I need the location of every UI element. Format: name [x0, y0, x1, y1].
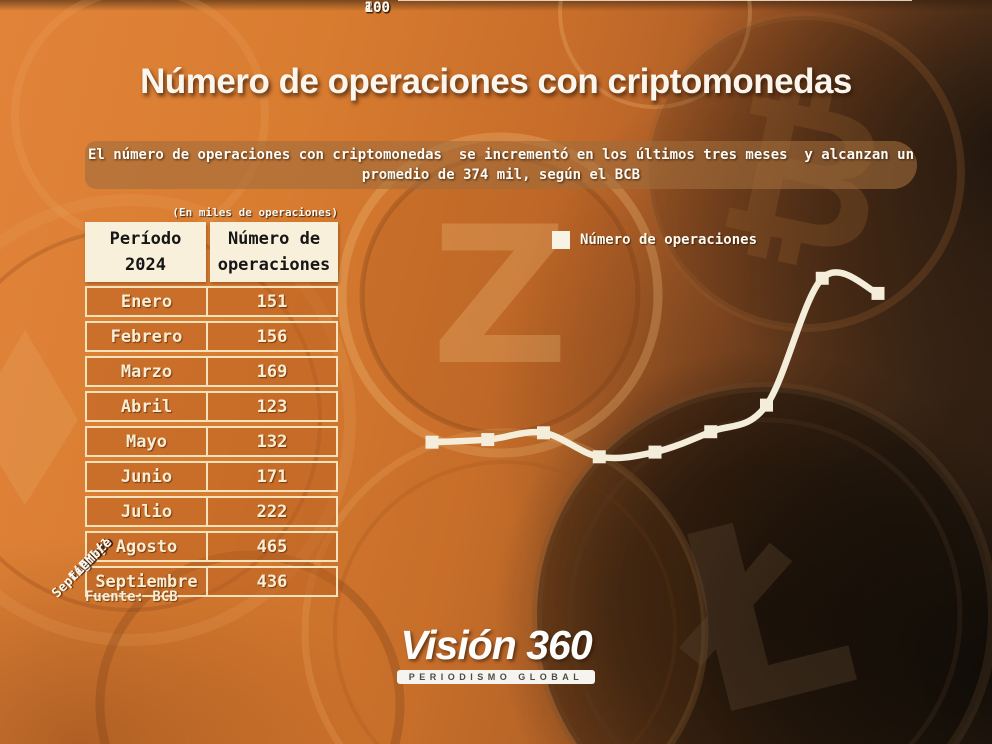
table-header: Período 2024 Número de operaciones [85, 222, 338, 282]
data-point-marker-Febrero [481, 433, 495, 447]
page-title: Número de operaciones con criptomonedas [140, 62, 852, 101]
gridline-100 [398, 0, 912, 1]
value-cell: 156 [256, 326, 288, 347]
table-row: Julio 222 [85, 496, 338, 527]
y-tick-label: 400 [364, 0, 390, 16]
coin-outline-topleft [11, 0, 269, 244]
period-header-line2: 2024 [125, 255, 166, 275]
operations-table: Período 2024 Número de operaciones Enero… [85, 222, 338, 597]
period-header-line1: Período [109, 229, 182, 249]
gridline-200 [398, 0, 912, 1]
data-point-marker-Enero [425, 435, 439, 449]
table-units-note: (En miles de operaciones) [172, 206, 338, 219]
world-coin-inner-ring [333, 460, 677, 744]
table-row: Mayo 132 [85, 426, 338, 457]
source-note: Fuente: BCB [85, 589, 178, 605]
zcash-z-icon: Z [431, 186, 569, 407]
value-cell: 169 [256, 361, 288, 382]
vision360-logo: Visión 360 PERIODISMO GLOBAL [0, 622, 992, 684]
value-cell: 465 [256, 536, 288, 557]
operations-line [428, 269, 882, 462]
gridline-500 [398, 0, 912, 1]
table-row: Enero 151 [85, 286, 338, 317]
subtitle-line-2: promedio de 374 mil, según el BCB [361, 167, 641, 183]
x-axis-line [398, 0, 912, 1]
operations-column-header: Número de operaciones [210, 222, 338, 282]
table-row: Abril 123 [85, 391, 338, 422]
period-cell: Enero [87, 288, 208, 315]
value-cell: 222 [256, 501, 288, 522]
y-tick-label: 200 [364, 0, 390, 16]
period-cell: Marzo [87, 358, 208, 385]
legend-swatch-icon [552, 231, 570, 249]
period-cell: Febrero [87, 323, 208, 350]
y-tick-label: 500 [364, 0, 390, 16]
data-point-marker-Septiembre [871, 286, 885, 300]
operations-header-line1: Número de [227, 229, 321, 249]
subtitle-bar: El número de operaciones con criptomoned… [85, 141, 917, 189]
gridline-400 [398, 0, 912, 1]
value-cell: 171 [256, 466, 288, 487]
table-row: Agosto 465 [85, 531, 338, 562]
value-cell: 132 [256, 431, 288, 452]
value-cell: 436 [256, 571, 288, 592]
ethereum-diamond-icon [0, 330, 78, 505]
period-cell: Junio [87, 463, 208, 490]
period-cell: Agosto [87, 533, 208, 560]
period-column-header: Período 2024 [85, 222, 206, 282]
y-tick-label: 100 [364, 0, 390, 16]
period-cell: Abril [87, 393, 208, 420]
period-cell: Mayo [87, 428, 208, 455]
legend-label: Número de operaciones [580, 232, 758, 248]
value-cell: 123 [256, 396, 288, 417]
data-point-marker-Julio [760, 398, 773, 412]
table-row: Septiembre 436 [85, 566, 338, 597]
litecoin-inner-ring [567, 417, 963, 744]
litecoin-coin-ring [532, 382, 992, 744]
table-row: Febrero 156 [85, 321, 338, 352]
y-tick-label: 300 [364, 0, 390, 16]
chart-legend: Número de operaciones [552, 231, 757, 249]
table-row: Junio 171 [85, 461, 338, 492]
logo-tagline: PERIODISMO GLOBAL [396, 670, 596, 684]
operations-header-line2: operaciones [217, 255, 331, 275]
gridline-300 [398, 0, 912, 1]
y-tick-label: 0 [381, 0, 390, 16]
period-cell: Julio [87, 498, 208, 525]
data-point-marker-Mayo [648, 445, 662, 459]
data-point-marker-Junio [704, 425, 718, 439]
subtitle-line-1: El número de operaciones con criptomoned… [87, 147, 914, 163]
value-cell: 151 [256, 291, 288, 312]
data-point-marker-Abril [592, 450, 606, 464]
data-point-marker-Agosto [815, 271, 829, 285]
world-coin-ring [301, 428, 709, 744]
logo-name: Visión 360 [400, 622, 592, 668]
zcash-coin-face [359, 154, 641, 436]
period-cell: Septiembre [87, 568, 208, 595]
table-row: Marzo 169 [85, 356, 338, 387]
litecoin-l-icon: Ł [640, 453, 878, 744]
data-point-marker-Marzo [537, 426, 550, 440]
